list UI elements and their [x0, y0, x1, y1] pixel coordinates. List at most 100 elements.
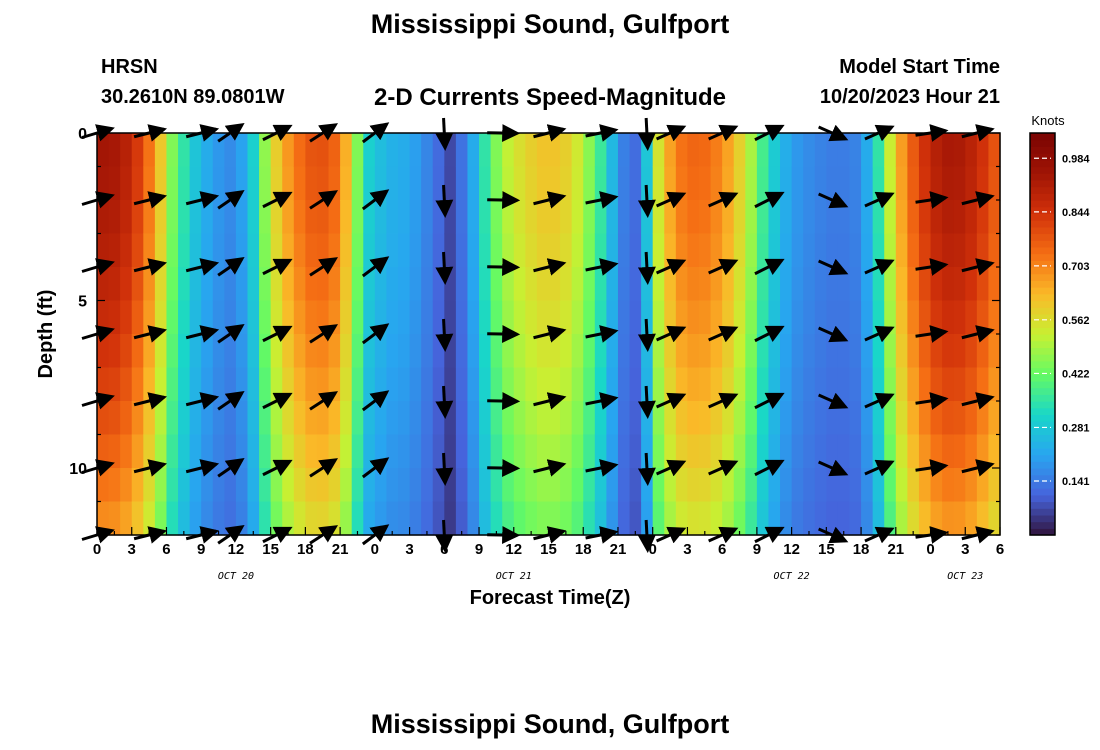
colorbar-segment [1030, 434, 1055, 442]
heatmap-cell [259, 468, 272, 503]
heatmap-cell [316, 334, 330, 369]
heatmap-cell [895, 233, 908, 268]
heatmap-cell [826, 267, 839, 302]
heatmap-cell [907, 267, 920, 302]
heatmap-cell [780, 434, 793, 469]
heatmap-cell [629, 233, 642, 268]
heatmap-cell [120, 133, 133, 168]
heatmap-cell [675, 267, 689, 302]
heatmap-cell [606, 300, 619, 335]
current-vector-arrow [637, 385, 656, 419]
current-vector-arrow [309, 458, 339, 478]
colorbar-segment [1030, 380, 1055, 389]
heatmap-cell [756, 501, 770, 536]
heatmap-cell [895, 334, 908, 369]
heatmap-cell [884, 334, 897, 369]
heatmap-cell [606, 401, 619, 436]
heatmap-cell [791, 334, 804, 369]
heatmap-cell [872, 501, 885, 536]
heatmap-cell [780, 501, 793, 536]
heatmap-cell [594, 401, 607, 436]
heatmap-cell [907, 200, 920, 235]
heatmap-cell [363, 468, 376, 503]
heatmap-cell [143, 267, 156, 302]
heatmap-cell [490, 367, 503, 402]
heatmap-cell [548, 434, 561, 469]
heatmap-cell [918, 468, 932, 503]
heatmap-cell [363, 334, 376, 369]
heatmap-cell [583, 367, 596, 402]
heatmap-cell [849, 166, 862, 201]
colorbar: 0.141 0.281 0.422 0.562 0.703 0.844 0.984 [1029, 132, 1090, 536]
heatmap-cell [328, 200, 341, 235]
heatmap-cell [154, 468, 168, 503]
current-vector-arrow [754, 459, 785, 477]
heatmap-cell [432, 367, 445, 402]
heatmap-cell [907, 367, 920, 402]
heatmap-cell [942, 401, 955, 436]
current-vector-arrow [309, 324, 339, 344]
colorbar-segment [1030, 374, 1055, 382]
heatmap-cell [814, 401, 827, 436]
heatmap-cell [930, 367, 943, 402]
heatmap-cell [305, 367, 318, 402]
heatmap-cell [756, 468, 770, 503]
heatmap-cell [722, 267, 735, 302]
heatmap-cell [421, 267, 434, 302]
current-vector-arrow [961, 258, 995, 276]
heatmap-cell [976, 233, 990, 268]
heatmap-cell [548, 233, 561, 268]
heatmap-cell [895, 367, 908, 402]
heatmap-cell [490, 133, 503, 168]
heatmap-cell [872, 166, 885, 201]
heatmap-cell [780, 334, 793, 369]
heatmap-cell [502, 468, 515, 503]
heatmap-cell [467, 133, 480, 168]
heatmap-cell [328, 267, 341, 302]
current-vector-arrow [533, 325, 567, 343]
heatmap-cell [525, 401, 538, 436]
heatmap-cell [641, 434, 654, 469]
heatmap-cell [293, 501, 306, 536]
heatmap-cell [745, 468, 758, 503]
heatmap-cell [733, 267, 746, 302]
heatmap-cell [247, 200, 260, 235]
current-vector-arrow [708, 191, 739, 209]
heatmap-cell [571, 501, 584, 536]
heatmap-cell [398, 334, 411, 369]
heatmap-cell [861, 166, 874, 201]
heatmap-cell [201, 468, 214, 503]
heatmap-cell [814, 133, 827, 168]
current-vector-arrow [309, 391, 339, 411]
heatmap-cell [930, 200, 943, 235]
heatmap-cell [826, 401, 839, 436]
heatmap-cell [930, 233, 943, 268]
heatmap-cell [166, 401, 179, 436]
heatmap-cell [583, 166, 596, 201]
heatmap-cell [745, 133, 758, 168]
heatmap-cell [421, 434, 434, 469]
heatmap-cell [884, 401, 897, 436]
heatmap-cell [895, 267, 908, 302]
heatmap-cell [849, 267, 862, 302]
heatmap-cell [502, 200, 515, 235]
heatmap-cell [525, 501, 538, 536]
colorbar-segment [1030, 213, 1055, 221]
heatmap-cell [953, 501, 966, 536]
heatmap-cell [571, 267, 584, 302]
heatmap-cell [444, 267, 457, 302]
current-vector-arrow [818, 258, 849, 276]
current-vector-arrow [864, 325, 895, 343]
colorbar-segment [1030, 173, 1055, 181]
heatmap-cell [571, 166, 584, 201]
heatmap-cell [398, 166, 411, 201]
x-tick-label: 15 [818, 541, 835, 558]
heatmap-cell [548, 166, 561, 201]
heatmap-cell [143, 401, 156, 436]
heatmap-cell [965, 334, 978, 369]
current-vector-arrow [309, 190, 339, 210]
heatmap-cell [235, 468, 249, 503]
current-vector-arrow [185, 258, 220, 276]
heatmap-cell [154, 200, 168, 235]
heatmap-cell [525, 334, 538, 369]
